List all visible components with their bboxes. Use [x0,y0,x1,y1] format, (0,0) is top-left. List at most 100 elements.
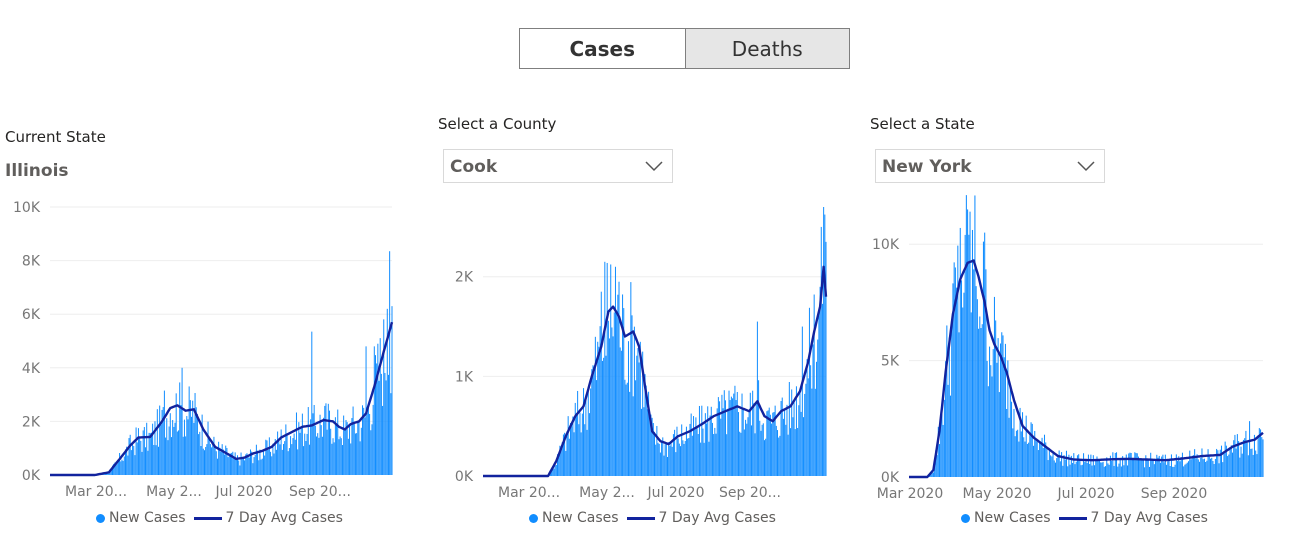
new-cases-bar [273,453,275,475]
new-cases-bar [275,449,277,475]
new-cases-bar [1157,457,1159,477]
state-dropdown[interactable]: New York [875,149,1105,183]
new-cases-bar [684,441,686,476]
new-cases-bar [145,447,147,475]
new-cases-bar [646,409,648,476]
new-cases-bar [1212,461,1214,477]
new-cases-legend-dot [529,513,538,523]
new-cases-bar [1096,456,1098,477]
new-cases-bar [251,451,253,475]
new-cases-bar [1001,332,1003,477]
new-cases-bar [689,423,691,476]
new-cases-bar [356,433,358,475]
new-cases-bar [1041,437,1043,477]
new-cases-bar [688,438,690,476]
deaths-toggle-button[interactable]: Deaths [684,28,850,69]
new-cases-bar [363,407,365,475]
state-select-label: Select a State [870,115,975,133]
new-cases-bar [239,465,241,475]
new-cases-bar [557,454,559,476]
new-cases-bar [1018,441,1020,477]
new-cases-bar [1076,455,1078,477]
new-cases-bar [945,361,947,477]
new-cases-bar [221,444,223,475]
new-cases-bar [1241,453,1243,477]
new-cases-bar [1174,464,1176,477]
new-cases-bar [687,438,689,476]
new-cases-bar [146,422,148,475]
new-cases-bar [257,450,259,475]
new-cases-bar [726,434,728,476]
new-cases-bar [1126,465,1129,477]
new-cases-bar [793,401,795,476]
new-cases-bar [247,457,249,475]
new-cases-bar [297,449,299,475]
new-cases-bar [968,234,970,477]
new-cases-bar [722,408,724,476]
new-cases-bar [1037,450,1039,477]
new-cases-bar [385,380,387,475]
new-cases-bar [674,429,676,476]
new-cases-bar [258,460,260,475]
new-cases-bar [1029,432,1031,477]
new-cases-bar [1119,458,1121,477]
new-cases-bar [1185,463,1187,477]
new-cases-bar [1244,438,1246,477]
new-cases-bar [773,412,775,476]
cases-toggle-button[interactable]: Cases [519,28,685,69]
new-cases-bar [989,346,991,477]
new-cases-bar [1125,454,1127,477]
x-tick-label: Sep 2020 [1141,486,1207,502]
new-cases-bar [664,444,666,476]
new-cases-bar [991,376,993,477]
new-cases-bar [339,436,341,475]
new-cases-bar [1092,455,1094,477]
new-cases-bar [1108,464,1110,477]
new-cases-bar [1163,462,1165,477]
new-cases-bar [1214,458,1216,477]
new-cases-bar [386,308,388,475]
new-cases-bar [176,431,178,475]
new-cases-bar [619,347,621,476]
new-cases-bar [238,460,240,475]
new-cases-bar [703,442,705,476]
new-cases-bar [1166,464,1168,477]
new-cases-bar [1015,430,1017,477]
new-cases-bar [784,410,786,476]
new-cases-bar [143,427,145,475]
new-cases-bar [975,286,977,477]
seven-day-avg-line [909,259,1264,479]
new-cases-bar [1026,443,1028,477]
new-cases-bar [657,442,659,476]
new-cases-bar [1217,450,1219,477]
legend-label-new-cases: New Cases [109,510,186,526]
new-cases-bar [235,458,237,475]
new-cases-bar [987,386,989,477]
new-cases-bar [1203,458,1205,477]
new-cases-bar [202,448,204,475]
new-cases-bar [115,461,117,475]
new-cases-bar [154,421,156,475]
new-cases-bar [1020,431,1022,477]
new-cases-bar [1063,455,1065,477]
new-cases-bar [762,423,764,476]
new-cases-bar [675,452,677,476]
new-cases-bar [781,397,783,476]
y-tick-label: 10K [13,200,41,216]
county-dropdown[interactable]: Cook [443,149,673,183]
new-cases-bar [951,318,953,477]
new-cases-bar [1128,453,1130,477]
new-cases-bar [1028,442,1030,477]
new-cases-bar [597,341,599,476]
new-cases-bar [767,410,769,476]
new-cases-bar [108,473,110,475]
new-cases-bar [304,433,306,475]
new-cases-bar [226,447,228,475]
new-cases-bar [1017,429,1019,477]
new-cases-bar [1062,465,1064,477]
new-cases-bar [562,434,564,476]
new-cases-bar [1011,401,1013,477]
new-cases-bar [318,437,320,475]
new-cases-bar [618,281,620,476]
new-cases-bar [227,457,229,475]
